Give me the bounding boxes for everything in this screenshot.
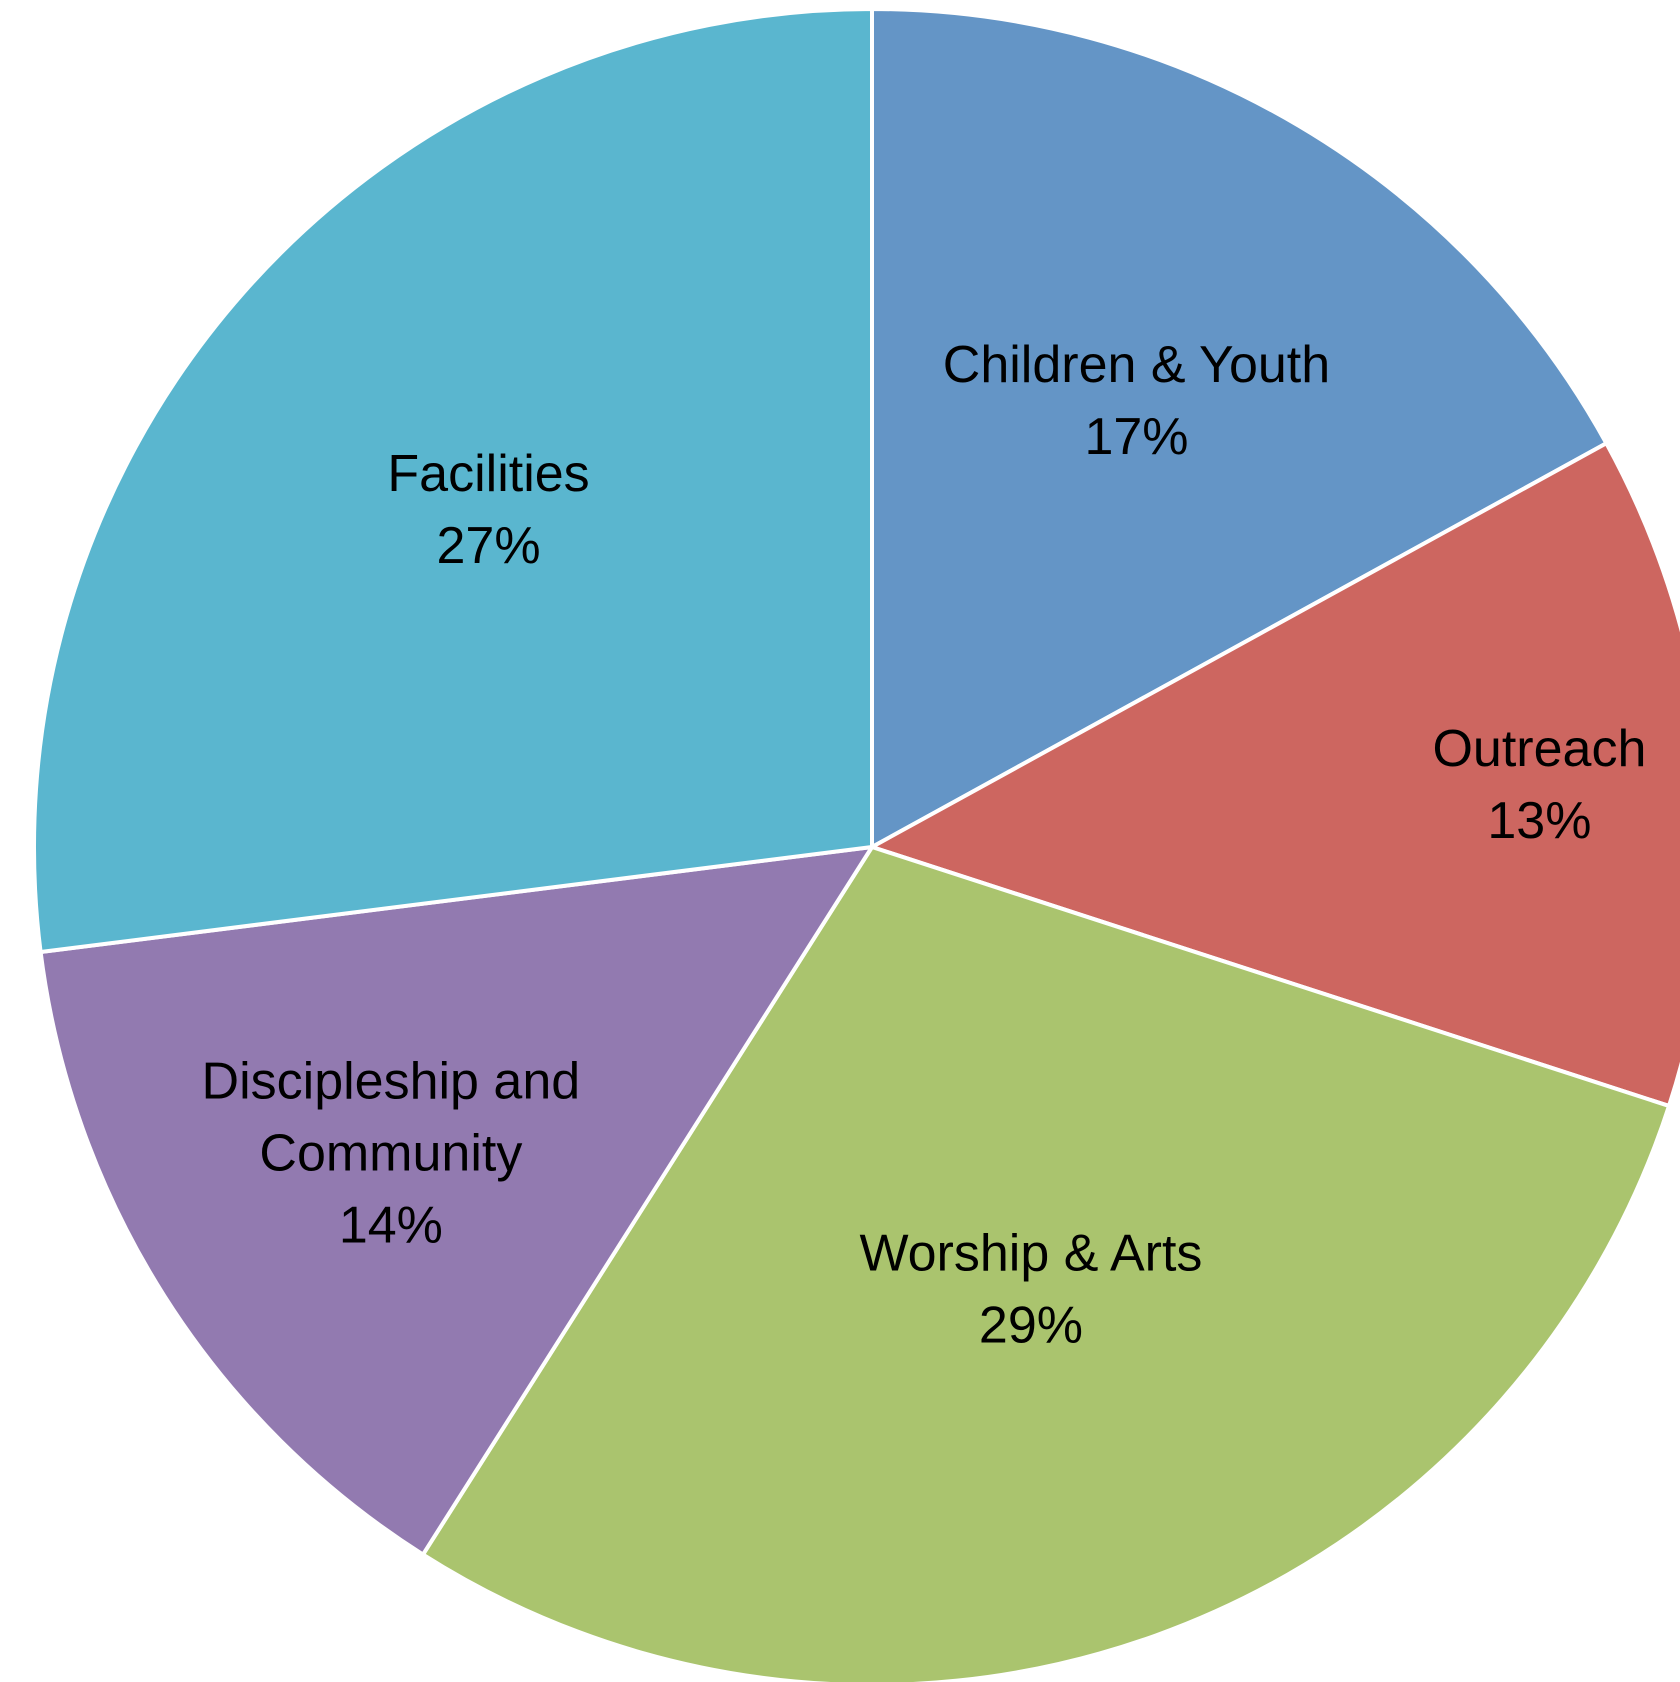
pie-slice-discipleship-and-community	[38, 845, 874, 1557]
slice-percent-text: 27%	[437, 517, 541, 575]
pie-labels: Children & Youth 17% Outreach 13% Worship & …	[202, 336, 1647, 1355]
slice-label-discipleship-and-community: Discipleship and Community 14%	[202, 1052, 581, 1254]
pie-slice-children-and-youth	[870, 7, 1609, 849]
slice-category-text: Worship & Arts	[859, 1225, 1202, 1283]
slice-label-children-and-youth: Children & Youth 17%	[943, 336, 1330, 466]
pie-slice-worship-and-arts	[420, 845, 1671, 1682]
slice-label-facilities: Facilities 27%	[387, 445, 589, 575]
slice-category-text: Outreach	[1432, 720, 1646, 778]
pie-slices	[32, 7, 1680, 1682]
pie-slice-outreach	[870, 441, 1680, 1108]
slice-label-worship-and-arts: Worship & Arts 29%	[859, 1225, 1202, 1355]
pie-slice-facilities	[32, 7, 874, 955]
slice-percent-text: 13%	[1487, 792, 1591, 850]
slice-label-outreach: Outreach 13%	[1432, 720, 1646, 850]
slice-percent-text: 14%	[339, 1196, 443, 1254]
slice-category-text: Community	[259, 1124, 522, 1182]
slice-category-text: Discipleship and	[202, 1052, 581, 1110]
slice-percent-text: 29%	[979, 1297, 1083, 1355]
slice-category-text: Facilities	[387, 445, 589, 503]
slice-category-text: Children & Youth	[943, 336, 1330, 394]
slice-percent-text: 17%	[1084, 408, 1188, 466]
